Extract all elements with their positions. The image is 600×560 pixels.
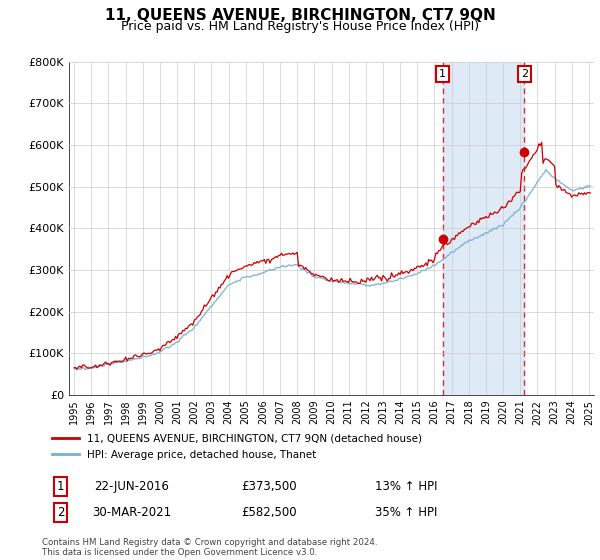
Text: Contains HM Land Registry data © Crown copyright and database right 2024.
This d: Contains HM Land Registry data © Crown c… (42, 538, 377, 557)
Text: 13% ↑ HPI: 13% ↑ HPI (374, 480, 437, 493)
Text: 11, QUEENS AVENUE, BIRCHINGTON, CT7 9QN: 11, QUEENS AVENUE, BIRCHINGTON, CT7 9QN (104, 8, 496, 24)
Text: 1: 1 (439, 69, 446, 79)
Text: 35% ↑ HPI: 35% ↑ HPI (374, 506, 437, 519)
Text: 2: 2 (57, 506, 64, 519)
Text: 22-JUN-2016: 22-JUN-2016 (94, 480, 169, 493)
Text: 1: 1 (57, 480, 64, 493)
Text: 2: 2 (521, 69, 528, 79)
Legend: 11, QUEENS AVENUE, BIRCHINGTON, CT7 9QN (detached house), HPI: Average price, de: 11, QUEENS AVENUE, BIRCHINGTON, CT7 9QN … (52, 433, 422, 460)
Bar (443, 62, 524, 395)
Text: £373,500: £373,500 (241, 480, 297, 493)
Text: £582,500: £582,500 (241, 506, 297, 519)
Text: Price paid vs. HM Land Registry's House Price Index (HPI): Price paid vs. HM Land Registry's House … (121, 20, 479, 32)
Text: 30-MAR-2021: 30-MAR-2021 (92, 506, 172, 519)
